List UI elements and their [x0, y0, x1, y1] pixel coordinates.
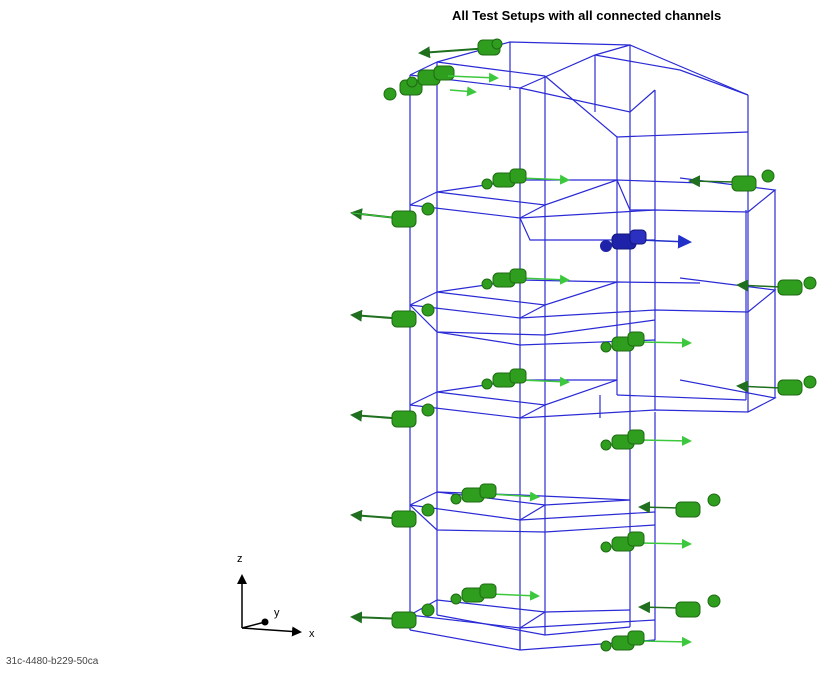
- y-axis-label: y: [274, 607, 280, 619]
- y-axis-dot: [261, 618, 269, 626]
- sensor-arrow-right-mid[interactable]: [489, 174, 692, 647]
- sensor-arrow-right-top[interactable]: [447, 72, 499, 97]
- page-title: All Test Setups with all connected chann…: [452, 8, 722, 23]
- sensor-arrow-left-right-column[interactable]: [638, 175, 781, 614]
- x-axis-label: x: [309, 628, 315, 640]
- sensor-arrow-left[interactable]: [350, 46, 491, 624]
- sensor-cylinders-left[interactable]: [383, 38, 503, 629]
- sensor-group[interactable]: [350, 38, 817, 652]
- sensor-cylinders-mid[interactable]: [450, 168, 645, 652]
- axis-triad: z y x: [237, 553, 315, 640]
- z-axis-label: z: [237, 553, 243, 565]
- sensor-cylinders-right[interactable]: [675, 169, 817, 618]
- x-axis: [241, 626, 302, 637]
- wireframe-structure: [409, 41, 777, 651]
- selected-sensor[interactable]: [600, 229, 692, 252]
- model-id-label: 31c-4480-b229-50ca: [6, 656, 99, 667]
- y-axis: [241, 621, 266, 629]
